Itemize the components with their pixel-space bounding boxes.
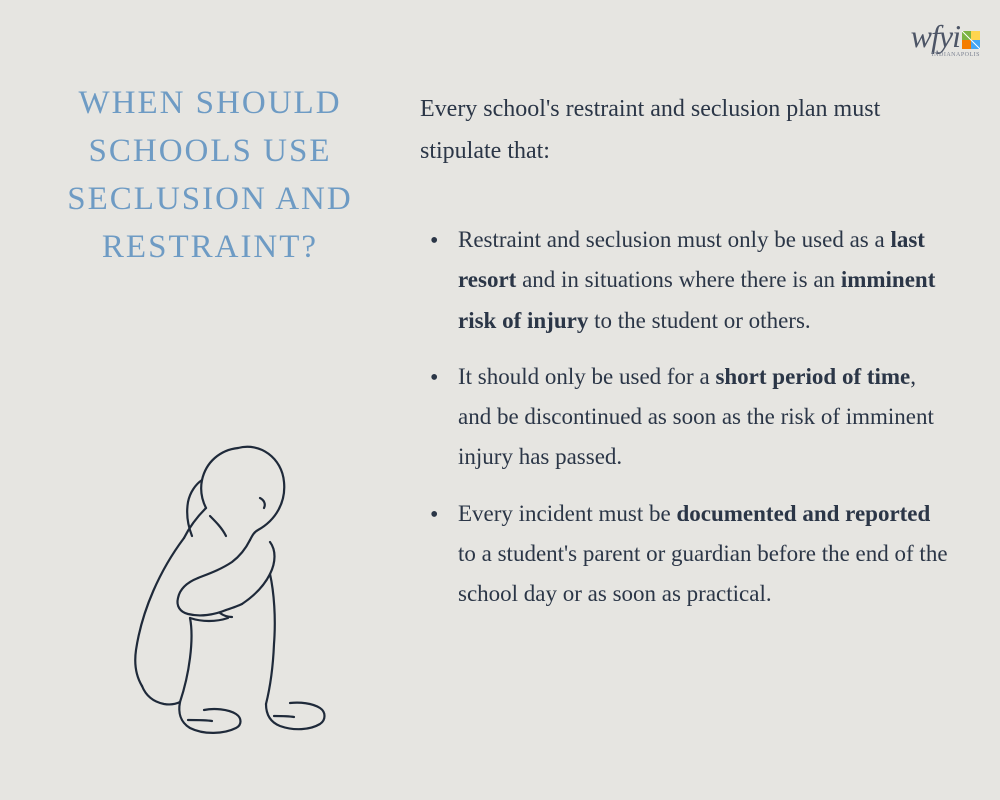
list-item: Every incident must be documented and re…: [458, 494, 950, 615]
bullet-text: and in situations where there is an: [516, 267, 840, 292]
bullet-text: to the student or others.: [588, 308, 810, 333]
logo: wfyi: [911, 18, 980, 55]
bullet-text: It should only be used for a: [458, 364, 715, 389]
page-title: WHEN SHOULD SCHOOLS USE SECLUSION AND RE…: [50, 80, 370, 271]
right-column: Every school's restraint and seclusion p…: [420, 88, 950, 630]
bullet-list: Restraint and seclusion must only be use…: [420, 220, 950, 614]
intro-text: Every school's restraint and seclusion p…: [420, 88, 950, 172]
logo-icon: [962, 31, 980, 49]
bullet-text: to a student's parent or guardian before…: [458, 541, 948, 606]
list-item: Restraint and seclusion must only be use…: [458, 220, 950, 341]
logo-text: wfyi: [911, 18, 960, 55]
bullet-text: Restraint and seclusion must only be use…: [458, 227, 890, 252]
bullet-bold: short period of time: [715, 364, 910, 389]
logo-subtext: INDIANAPOLIS: [932, 52, 980, 58]
person-illustration: [60, 420, 360, 760]
list-item: It should only be used for a short perio…: [458, 357, 950, 478]
bullet-text: Every incident must be: [458, 501, 676, 526]
bullet-bold: documented and reported: [676, 501, 930, 526]
left-column: WHEN SHOULD SCHOOLS USE SECLUSION AND RE…: [50, 80, 370, 271]
